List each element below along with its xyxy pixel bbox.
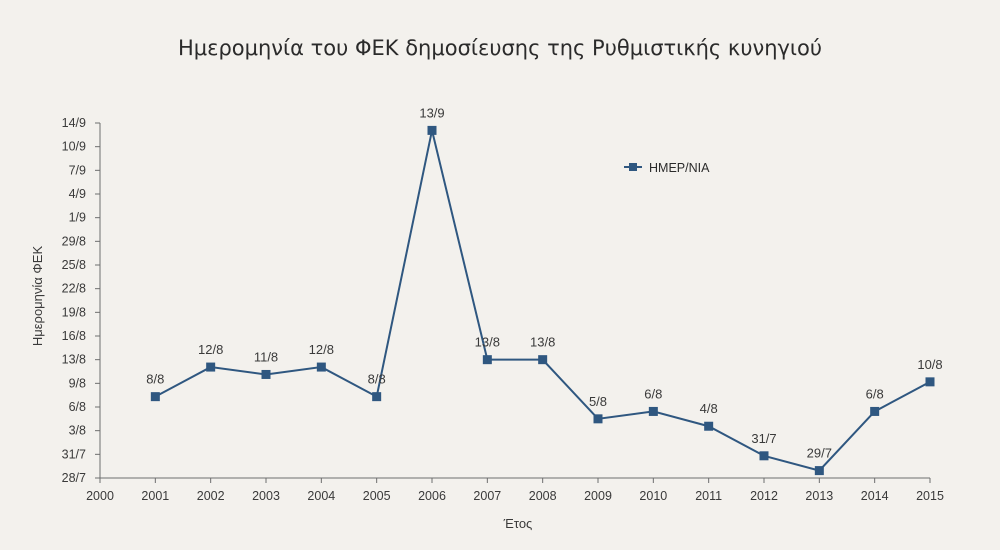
data-label: 8/8 — [146, 372, 164, 387]
data-point — [704, 421, 714, 431]
legend-label: ΗΜΕΡ/ΝΙΑ — [649, 161, 710, 175]
data-label: 6/8 — [866, 386, 884, 401]
data-point — [482, 355, 492, 365]
y-tick-label: 10/9 — [62, 140, 86, 154]
x-tick-label: 2011 — [695, 489, 722, 503]
data-point — [538, 355, 548, 365]
x-axis-label: Έτος — [503, 516, 533, 531]
y-tick-label: 6/8 — [69, 400, 86, 414]
x-tick-label: 2008 — [529, 489, 557, 503]
y-tick-label: 3/8 — [69, 424, 86, 438]
y-tick-label: 31/7 — [62, 447, 86, 461]
data-label: 6/8 — [644, 386, 662, 401]
y-tick-label: 19/8 — [62, 305, 86, 319]
y-tick-label: 9/8 — [69, 376, 86, 390]
data-point — [150, 392, 160, 402]
data-point — [261, 369, 271, 379]
data-label: 10/8 — [917, 357, 942, 372]
y-tick-label: 7/9 — [69, 163, 86, 177]
data-point — [814, 466, 824, 476]
data-label: 5/8 — [589, 394, 607, 409]
data-label: 4/8 — [700, 401, 718, 416]
x-tick-label: 2006 — [418, 489, 446, 503]
x-tick-label: 2002 — [197, 489, 225, 503]
data-label: 8/8 — [368, 372, 386, 387]
data-point — [759, 451, 769, 461]
data-label: 12/8 — [198, 342, 223, 357]
data-point — [427, 125, 437, 135]
data-label: 13/9 — [419, 105, 444, 120]
x-tick-label: 2014 — [861, 489, 889, 503]
x-tick-label: 2004 — [307, 489, 335, 503]
data-label: 13/8 — [530, 335, 555, 350]
x-tick-label: 2010 — [639, 489, 667, 503]
data-point — [316, 362, 326, 372]
y-tick-label: 29/8 — [62, 234, 86, 248]
x-tick-label: 2005 — [363, 489, 391, 503]
y-tick-label: 13/8 — [62, 353, 86, 367]
x-tick-label: 2007 — [473, 489, 501, 503]
y-tick-label: 28/7 — [62, 471, 86, 485]
y-tick-label: 16/8 — [62, 329, 86, 343]
legend-marker — [629, 163, 637, 171]
data-label: 11/8 — [254, 349, 278, 364]
data-label: 31/7 — [751, 431, 776, 446]
chart-title: Ημερομηνία του ΦΕΚ δημοσίευσης της Ρυθμι… — [178, 36, 822, 60]
series-line — [154, 130, 931, 472]
data-point — [206, 362, 216, 372]
legend: ΗΜΕΡ/ΝΙΑ — [624, 161, 710, 175]
x-tick-label: 2009 — [584, 489, 612, 503]
y-tick-label: 14/9 — [62, 116, 86, 130]
data-label: 29/7 — [807, 446, 832, 461]
y-tick-label: 1/9 — [69, 211, 86, 225]
data-point — [870, 406, 880, 416]
data-point — [593, 414, 603, 424]
x-tick-label: 2003 — [252, 489, 280, 503]
x-tick-label: 2012 — [750, 489, 778, 503]
y-tick-label: 25/8 — [62, 258, 86, 272]
data-point — [648, 406, 658, 416]
x-tick-label: 2013 — [805, 489, 833, 503]
data-point — [372, 392, 382, 402]
data-label: 12/8 — [309, 342, 334, 357]
y-tick-label: 4/9 — [69, 187, 86, 201]
x-tick-label: 2015 — [916, 489, 944, 503]
x-tick-label: 2000 — [86, 489, 114, 503]
y-axis-label: Ημερομηνία ΦΕΚ — [30, 246, 45, 347]
data-point — [925, 377, 935, 387]
y-tick-label: 22/8 — [62, 282, 86, 296]
data-label: 13/8 — [475, 335, 500, 350]
x-tick-label: 2001 — [141, 489, 169, 503]
